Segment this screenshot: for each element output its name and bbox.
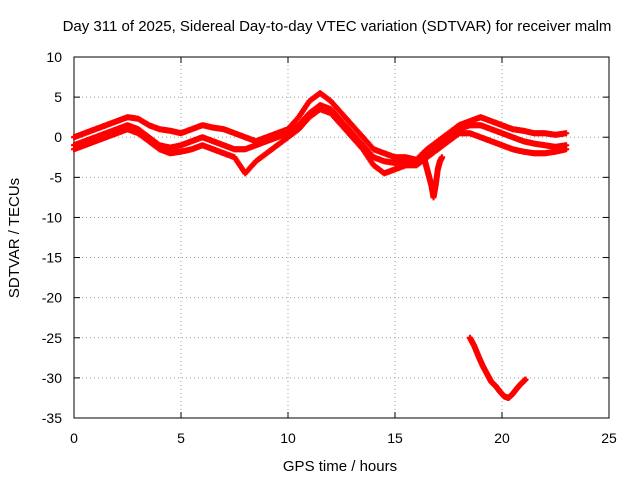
- x-tick-label: 15: [387, 430, 403, 446]
- x-tick-label: 20: [494, 430, 510, 446]
- data-point: [563, 130, 570, 137]
- series-outlier-arc: [466, 334, 529, 401]
- x-tick-label: 10: [280, 430, 296, 446]
- data-point: [439, 154, 446, 161]
- y-tick-label: -30: [42, 370, 62, 386]
- y-tick-label: -20: [42, 290, 62, 306]
- y-tick-label: -35: [42, 410, 62, 426]
- y-tick-label: -25: [42, 330, 62, 346]
- x-tick-label: 5: [177, 430, 185, 446]
- y-tick-label: 10: [46, 49, 62, 65]
- data-series: [71, 90, 570, 401]
- plot-frame: [73, 56, 610, 419]
- data-point: [522, 376, 529, 383]
- y-tick-label: -5: [50, 169, 63, 185]
- y-tick-label: 5: [54, 89, 62, 105]
- x-tick-label: 25: [601, 430, 617, 446]
- data-point: [563, 146, 570, 153]
- y-tick-label: -10: [42, 209, 62, 225]
- axis-ticks: 0 5 10 15 20 25 10 5 0 -5 -10 -15 -20 -25 -30 -35: [42, 49, 617, 446]
- x-axis-label: GPS time / hours: [283, 458, 397, 475]
- x-tick-label: 0: [70, 430, 78, 446]
- series-track-a: [71, 90, 570, 163]
- y-tick-label: -15: [42, 250, 62, 266]
- chart-title: Day 311 of 2025, Sidereal Day-to-day VTE…: [63, 18, 612, 35]
- y-axis-label: SDTVAR / TECUs: [6, 178, 23, 298]
- grid-lines: [74, 57, 609, 418]
- series-dip-spike: [419, 150, 446, 201]
- y-tick-label: 0: [54, 129, 62, 145]
